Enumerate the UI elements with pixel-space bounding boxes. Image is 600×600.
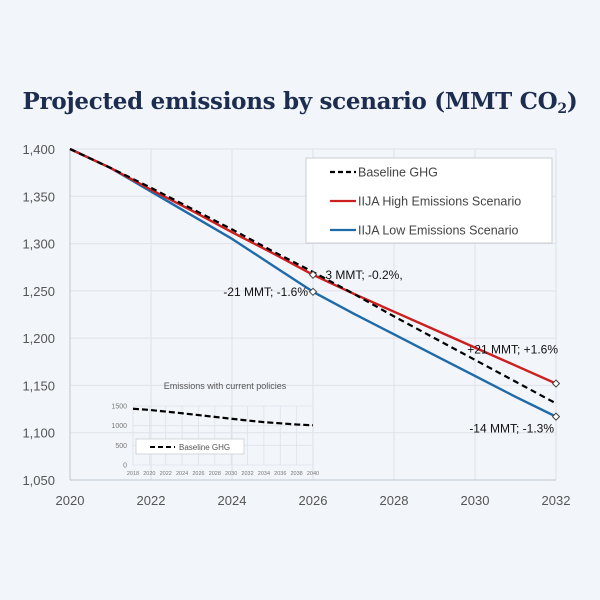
chart-title: Projected emissions by scenario (MMT CO2… <box>0 88 600 117</box>
x-tick-label: 2028 <box>380 493 409 508</box>
legend: Baseline GHG IIJA High Emissions Scenario… <box>305 157 553 244</box>
axes: 1,050 1,100 1,150 1,200 1,250 1,300 1,350 1,400… <box>22 142 570 508</box>
inset-x-tick-label: 2040 <box>307 471 319 477</box>
inset-legend-box <box>135 438 245 455</box>
inset-x-tick-label: 2038 <box>291 471 303 477</box>
data-point-marker <box>551 379 561 388</box>
inset-x-tick-label: 2036 <box>274 471 286 477</box>
inset-y-tick-label: 500 <box>115 443 127 450</box>
inset-x-tick-label: 2018 <box>127 471 139 477</box>
y-tick-label: 1,350 <box>22 189 55 204</box>
data-point-marker <box>551 412 561 421</box>
annotation-label: - 3 MMT; -0.2%, <box>318 268 403 282</box>
inset-x-tick-label: 2020 <box>143 471 155 477</box>
inset-y-tick-label: 1500 <box>111 404 127 411</box>
legend-label: IIJA High Emissions Scenario <box>358 195 521 209</box>
legend-label: IIJA Low Emissions Scenario <box>358 224 519 238</box>
y-tick-label: 1,100 <box>22 426 55 441</box>
y-tick-label: 1,400 <box>22 142 55 157</box>
inset-series-line <box>132 407 314 427</box>
inset-x-tick-label: 2028 <box>209 471 221 477</box>
chart-title-suffix: ) <box>566 88 578 115</box>
legend-label: Baseline GHG <box>358 166 438 180</box>
y-tick-label: 1,300 <box>22 237 55 252</box>
inset-legend-label: Baseline GHG <box>179 443 230 452</box>
chart-title-subscript: 2 <box>557 101 567 117</box>
inset-x-tick-label: 2030 <box>225 471 237 477</box>
annotations: - 3 MMT; -0.2%, -21 MMT; -1.6% +21 MMT; +1… <box>223 268 558 436</box>
inset-x-tick-label: 2026 <box>192 471 204 477</box>
y-tick-label: 1,200 <box>22 331 55 346</box>
inset-y-tick-label: 0 <box>123 463 127 470</box>
inset-y-tick-label: 1000 <box>111 423 127 430</box>
inset-x-tick-label: 2032 <box>241 471 253 477</box>
annotation-label: -14 MMT; -1.3% <box>469 422 554 436</box>
x-tick-label: 2032 <box>542 493 571 508</box>
inset-chart: Emissions with current policies 0 500 1000 1… <box>111 381 319 477</box>
y-tick-label: 1,150 <box>22 378 55 393</box>
annotation-label: +21 MMT; +1.6% <box>467 343 558 357</box>
y-tick-label: 1,250 <box>22 284 55 299</box>
inset-x-tick-label: 2034 <box>258 471 270 477</box>
x-tick-label: 2030 <box>461 493 490 508</box>
x-tick-label: 2024 <box>218 493 247 508</box>
inset-x-tick-label: 2022 <box>160 471 172 477</box>
y-tick-label: 1,050 <box>22 473 55 488</box>
markers <box>308 270 561 421</box>
inset-title: Emissions with current policies <box>164 381 287 391</box>
inset-x-tick-label: 2024 <box>176 471 188 477</box>
x-tick-label: 2020 <box>56 493 85 508</box>
data-point-marker <box>308 270 318 279</box>
chart-title-text: Projected emissions by scenario (MMT CO <box>22 88 558 115</box>
x-tick-label: 2022 <box>137 493 166 508</box>
x-tick-label: 2026 <box>299 493 328 508</box>
data-point-marker <box>308 287 318 297</box>
annotation-label: -21 MMT; -1.6% <box>223 285 308 299</box>
